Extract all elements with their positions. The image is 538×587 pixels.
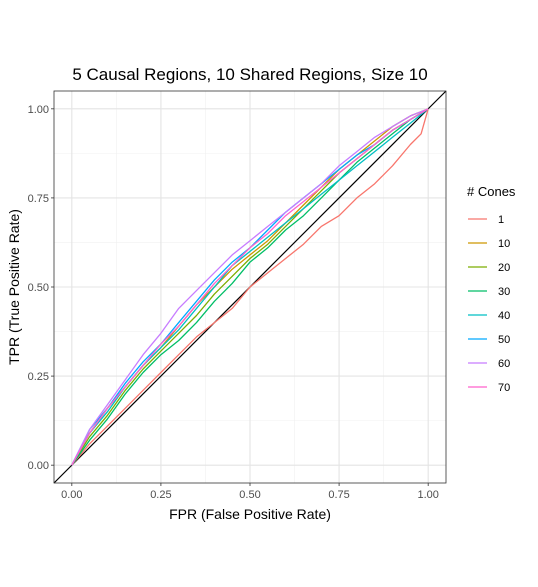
legend-label-30: 30 [498, 286, 510, 298]
x-tick-label: 0.75 [328, 489, 349, 501]
x-tick-label: 0.50 [239, 489, 260, 501]
x-axis-title: FPR (False Positive Rate) [169, 506, 331, 522]
y-tick-label: 0.75 [28, 193, 49, 205]
y-axis: 0.00 0.25 0.50 0.75 1.00 [28, 104, 54, 472]
y-tick-label: 0.25 [28, 371, 49, 383]
series-line-1 [71, 108, 429, 466]
series-line-30 [71, 108, 429, 466]
y-tick-label: 0.50 [28, 282, 49, 294]
series-lines [71, 108, 429, 466]
legend-label-20: 20 [498, 262, 510, 274]
x-tick-label: 0.00 [61, 489, 82, 501]
legend-label-1: 1 [498, 214, 504, 226]
legend-label-40: 40 [498, 310, 510, 322]
x-tick-label: 1.00 [417, 489, 438, 501]
series-line-60 [71, 108, 429, 466]
series-line-70 [71, 108, 429, 466]
x-tick-label: 0.25 [150, 489, 171, 501]
legend-label-70: 70 [498, 382, 510, 394]
legend-label-50: 50 [498, 334, 510, 346]
y-tick-label: 0.00 [28, 460, 49, 472]
legend-title: # Cones [467, 184, 516, 199]
chart-title: 5 Causal Regions, 10 Shared Regions, Siz… [72, 65, 427, 84]
y-axis-title: TPR (True Positive Rate) [6, 209, 22, 365]
legend-label-10: 10 [498, 238, 510, 250]
legend: # Cones 1 10 20 30 40 50 60 70 [467, 184, 516, 394]
y-tick-label: 1.00 [28, 104, 49, 116]
legend-label-60: 60 [498, 358, 510, 370]
x-axis: 0.00 0.25 0.50 0.75 1.00 [61, 483, 439, 501]
